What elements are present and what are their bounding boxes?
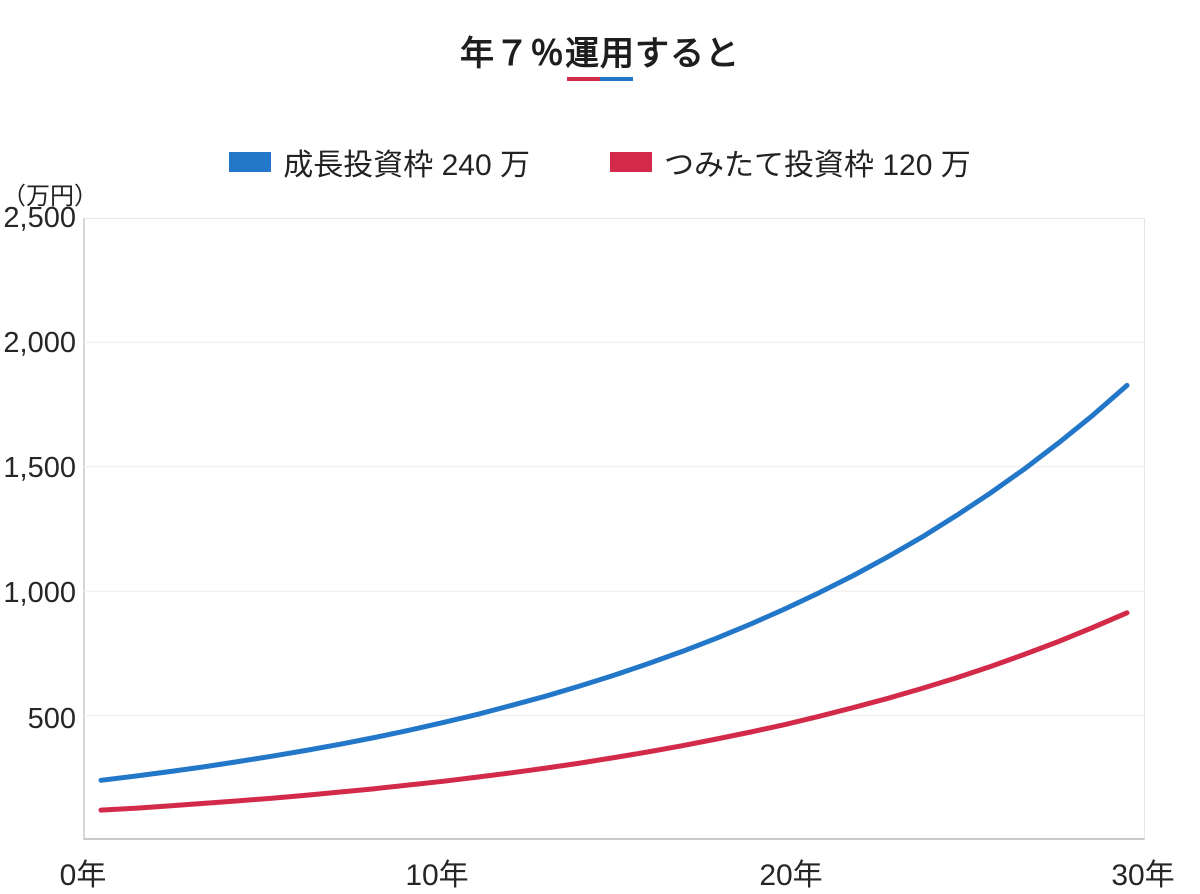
plot-svg	[83, 341, 1145, 813]
x-axis-tick-label: 10年	[405, 859, 469, 892]
legend: 成長投資枠 240 万 つみたて投資枠 120 万	[0, 140, 1200, 184]
plot-area	[83, 218, 1145, 840]
legend-item-growth: 成長投資枠 240 万	[229, 140, 530, 184]
x-axis-tick-label: 30年	[1111, 859, 1175, 892]
legend-label-growth: 成長投資枠 240 万	[283, 149, 530, 182]
y-axis-unit-label: （万円）	[2, 183, 98, 210]
y-axis-tick-label: 2,000	[3, 327, 76, 359]
underline-segment-red	[567, 77, 600, 81]
legend-item-tsumitate: つみたて投資枠 120 万	[610, 140, 971, 184]
chart-title: 年７％運用すると	[460, 35, 740, 73]
series-line-growth	[98, 382, 1130, 783]
y-axis-tick-label: 500	[27, 703, 76, 735]
x-axis-tick-label: 20年	[759, 859, 823, 892]
legend-label-tsumitate: つみたて投資枠 120 万	[664, 149, 971, 182]
legend-swatch-red	[610, 152, 652, 172]
series-line-tsumitate	[98, 610, 1130, 813]
legend-swatch-blue	[229, 152, 272, 172]
underline-segment-blue	[600, 77, 633, 81]
y-axis-tick-label: 1,000	[3, 577, 76, 609]
x-axis-tick-label: 0年	[59, 859, 107, 892]
y-axis-tick-label: 1,500	[3, 452, 76, 484]
y-axis-tick-label: 2,500	[3, 202, 76, 234]
title-underline	[0, 77, 1200, 81]
